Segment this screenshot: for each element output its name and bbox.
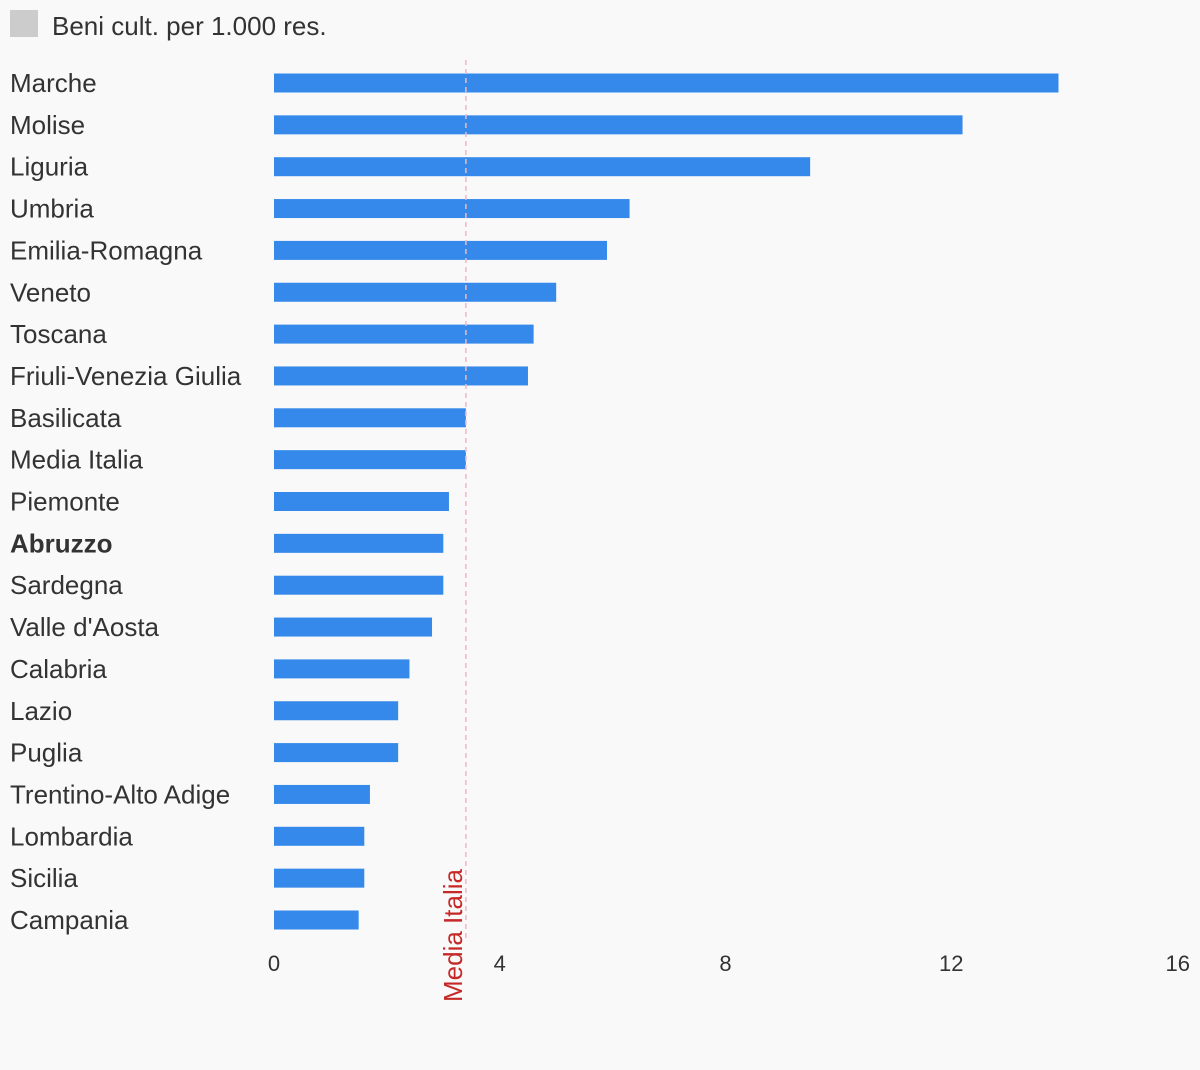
category-label: Friuli-Venezia Giulia xyxy=(10,361,242,391)
category-label: Marche xyxy=(10,68,97,98)
x-tick-label: 8 xyxy=(719,951,731,976)
bar-piemonte xyxy=(274,492,449,511)
bar-marche xyxy=(274,73,1059,93)
reference-line-group: Media Italia xyxy=(438,60,468,1002)
x-tick-label: 4 xyxy=(494,951,506,976)
bar-liguria xyxy=(274,157,811,177)
bar-basilicata xyxy=(274,408,466,428)
legend-label: Beni cult. per 1.000 res. xyxy=(52,10,327,41)
bar-toscana xyxy=(274,324,534,344)
bar-calabria xyxy=(274,659,410,679)
category-label: Abruzzo xyxy=(10,528,113,558)
bar-abruzzo xyxy=(274,533,444,553)
category-label: Sardegna xyxy=(10,570,123,600)
bar-veneto xyxy=(274,282,557,302)
bar-media-italia xyxy=(274,450,466,470)
legend: Beni cult. per 1.000 res. xyxy=(10,10,327,42)
category-label: Puglia xyxy=(10,738,83,768)
bar-lombardia xyxy=(274,826,365,846)
x-tick-label: 16 xyxy=(1166,951,1190,976)
bar-umbria xyxy=(274,199,630,219)
category-label: Umbria xyxy=(10,194,94,224)
reference-line-label: Media Italia xyxy=(438,869,468,1002)
bar-lazio xyxy=(274,701,399,721)
category-label: Calabria xyxy=(10,654,107,684)
category-label: Lombardia xyxy=(10,821,133,851)
category-label: Liguria xyxy=(10,152,89,182)
bar-trentino-alto-adige xyxy=(274,784,370,804)
category-label: Toscana xyxy=(10,319,107,349)
category-label: Basilicata xyxy=(10,403,122,433)
bar-sardegna xyxy=(274,575,444,595)
x-tick-label: 12 xyxy=(939,951,963,976)
category-label: Lazio xyxy=(10,696,72,726)
x-axis-ticks: 0 4 8 12 16 xyxy=(268,951,1190,976)
bars-layer xyxy=(274,73,1059,930)
bar-campania xyxy=(274,910,359,930)
category-labels: Marche Molise Liguria Umbria Emilia-Romagna V… xyxy=(10,68,242,935)
category-label: Media Italia xyxy=(10,445,143,475)
category-label: Sicilia xyxy=(10,863,78,893)
category-label: Trentino-Alto Adige xyxy=(10,779,230,809)
category-label: Campania xyxy=(10,905,129,935)
category-label: Valle d'Aosta xyxy=(10,612,160,642)
bar-valle-d-aosta xyxy=(274,617,433,637)
x-tick-label: 0 xyxy=(268,951,280,976)
category-label: Veneto xyxy=(10,277,91,307)
bar-sicilia xyxy=(274,868,365,888)
category-label: Molise xyxy=(10,110,85,140)
category-label: Emilia-Romagna xyxy=(10,235,203,265)
category-label: Piemonte xyxy=(10,487,120,517)
bar-emilia-romagna xyxy=(274,240,607,260)
legend-swatch xyxy=(10,10,38,37)
bar-friuli-venezia-giulia xyxy=(274,366,528,386)
bar-puglia xyxy=(274,743,399,763)
bar-molise xyxy=(274,115,963,135)
